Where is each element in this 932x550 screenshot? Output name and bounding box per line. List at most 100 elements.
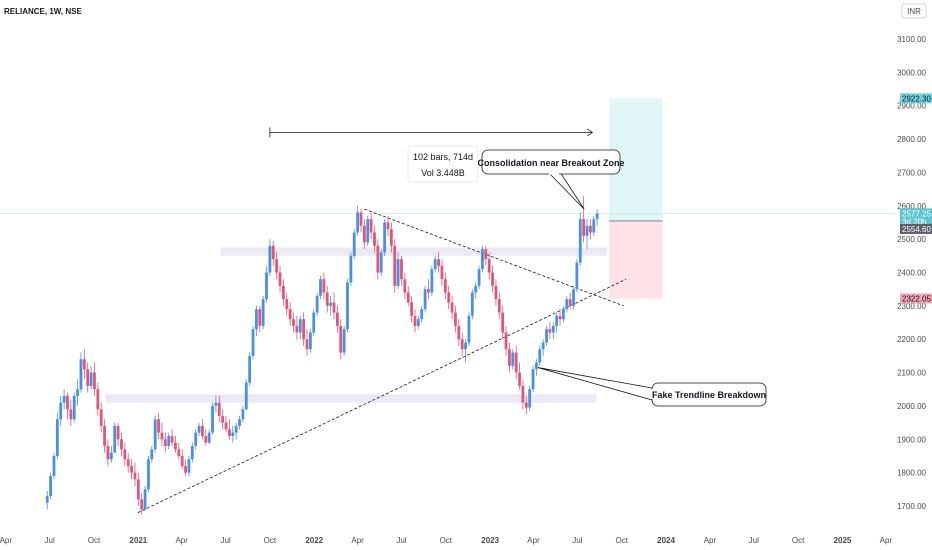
time-tick-label: Apr [880, 536, 893, 545]
candle-body [585, 225, 589, 236]
candle-body [224, 422, 228, 430]
price-axis[interactable]: 1700.00 1800.00 1900.00 2000.00 2100.00 2200.… [897, 35, 932, 511]
candle-body [143, 489, 147, 510]
candle-body [349, 255, 353, 283]
candle-body [184, 465, 187, 473]
candle-body [535, 362, 538, 370]
candle [231, 425, 235, 443]
candle-body [315, 295, 319, 313]
candle [413, 309, 417, 333]
support-zone [105, 394, 597, 403]
candle-body [302, 319, 306, 340]
candle [369, 212, 373, 240]
candle [589, 219, 592, 240]
candle [174, 435, 177, 453]
candle [545, 325, 548, 346]
candle [400, 255, 403, 286]
candle-body [281, 285, 285, 300]
candle-body [268, 245, 272, 273]
candle [86, 362, 90, 393]
candle-body [167, 435, 171, 446]
candle-body [416, 319, 420, 326]
candle [271, 240, 275, 266]
candle [518, 362, 521, 390]
candle [346, 279, 349, 333]
candle [541, 339, 545, 356]
candle [194, 429, 198, 450]
price-tick-label: 3000.00 [897, 68, 926, 77]
time-tick-label: Oct [616, 536, 629, 545]
time-tick-label: 2025 [834, 536, 852, 545]
time-tick-label: Apr [0, 536, 12, 545]
candle [332, 292, 336, 320]
candle-body [511, 352, 515, 366]
candle-body [59, 402, 63, 420]
candle [136, 472, 140, 506]
candle [305, 329, 309, 356]
candle [319, 275, 322, 300]
candle-body [329, 302, 333, 306]
candle [410, 295, 413, 323]
candle [268, 239, 272, 276]
candle [288, 302, 292, 326]
symbol-title: RELIANCE, 1W, NSE [4, 7, 82, 16]
candle-body [555, 315, 559, 326]
price-tag-countdown: 3d 20h [902, 217, 926, 226]
candle-body [72, 395, 76, 420]
candle [45, 490, 49, 510]
candle [244, 379, 248, 411]
candle-body [396, 259, 400, 286]
candle-body [295, 325, 299, 333]
plot-area[interactable]: 102 bars, 714d Vol 3.448B Consolidation ne… [0, 98, 895, 515]
candle [49, 472, 53, 500]
candle-body [582, 219, 586, 236]
currency-button-frame[interactable] [901, 3, 927, 19]
candle [383, 219, 387, 256]
currency-button[interactable]: INR [901, 3, 927, 19]
price-tick-label: 2900.00 [897, 102, 926, 111]
time-tick-label: Oct [264, 536, 277, 545]
candle-body [180, 455, 184, 466]
candle-body [508, 349, 511, 366]
candle [443, 272, 447, 300]
candle [440, 259, 444, 286]
candle-body [109, 452, 113, 460]
candle [403, 272, 407, 300]
candle [322, 272, 326, 300]
candle [555, 312, 559, 333]
candle-body [562, 309, 565, 320]
candle [190, 442, 194, 463]
candle [281, 279, 285, 306]
candle [163, 432, 167, 453]
candle [362, 219, 366, 250]
candle [140, 492, 144, 515]
candle-body [234, 425, 238, 433]
candle [595, 209, 599, 226]
entry-price-tag: 2554.60 [900, 223, 932, 234]
candle-body [49, 475, 53, 496]
loss-zone [609, 220, 663, 299]
candle [467, 312, 471, 346]
candle [356, 205, 360, 236]
candle [379, 249, 383, 276]
candle-body [467, 315, 471, 343]
rising-support-trendline [137, 278, 627, 514]
candle-body [45, 495, 49, 503]
time-tick-label: Jul [220, 536, 230, 545]
candle [66, 392, 69, 420]
candle-body [96, 389, 100, 410]
candle [278, 265, 282, 293]
candle [255, 305, 258, 336]
currency-label[interactable]: INR [907, 7, 921, 16]
candle [228, 419, 231, 440]
time-axis[interactable]: Apr Jul Oct 2021 Apr Jul Oct 2022 Apr Jul Oct 2023 A… [0, 536, 892, 545]
candle-body [389, 229, 393, 246]
time-tick-label: Apr [704, 536, 717, 545]
candle-body [369, 219, 373, 233]
candle-body [255, 309, 258, 330]
candle-body [251, 329, 255, 356]
candle [416, 315, 420, 330]
candle-body [99, 409, 103, 426]
